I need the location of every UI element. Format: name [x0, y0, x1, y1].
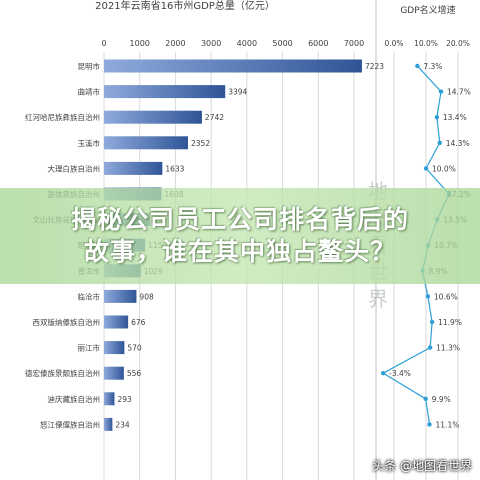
growth-value-label: 10.0%	[432, 164, 456, 173]
growth-value-label: 10.6%	[434, 292, 458, 301]
bar-value-label: 2352	[191, 139, 210, 148]
growth-point	[434, 115, 440, 120]
bar-chart-title: 2021年云南省16市州GDP总量（亿元）	[95, 0, 275, 12]
bar-value-label: 1633	[165, 164, 184, 173]
bar	[104, 136, 188, 150]
line-x-ticks: 0.0% 10.0% 20.0%	[384, 39, 469, 48]
headline-banner: 揭秘公司员工公司排名背后的 故事，谁在其中独占鳌头？	[0, 188, 480, 284]
category-label: 迪庆藏族自治州	[48, 394, 101, 404]
growth-point	[380, 371, 386, 376]
growth-value-label: 7.3%	[423, 62, 442, 71]
growth-point	[423, 396, 428, 401]
category-label: 红河哈尼族彝族自治州	[25, 112, 100, 122]
growth-point	[438, 89, 444, 94]
bar-value-label: 234	[115, 420, 130, 429]
category-label: 西双版纳傣族自治州	[33, 317, 101, 327]
watermark-corner: 头条 @地图看世界	[372, 459, 472, 473]
bar-x-tick-label: 7000	[344, 39, 364, 48]
category-label: 德宏傣族景颇族自治州	[25, 368, 100, 378]
growth-point	[415, 63, 420, 69]
bar	[104, 110, 202, 124]
watermark-char: 界	[368, 287, 388, 311]
bar	[104, 59, 362, 73]
growth-value-label: 11.1%	[436, 420, 460, 429]
line-x-tick-label: 0.0%	[384, 39, 403, 48]
line-chart-title: GDP名义增速	[400, 4, 455, 16]
growth-point	[427, 422, 432, 427]
growth-value-label: -3.4%	[389, 369, 411, 378]
bar-value-label: 3394	[228, 88, 247, 97]
category-label: 丽江市	[78, 343, 101, 353]
bar-x-tick-label: 0	[101, 39, 106, 48]
bar	[104, 289, 137, 303]
headline-line-1: 揭秘公司员工公司排名背后的	[70, 205, 409, 234]
bar-value-label: 556	[127, 369, 142, 378]
bars: 昆明市 7223 曲靖市 3394 红河哈尼族彝族自治州 2742 玉溪市 2352 大理白族自…	[25, 59, 384, 431]
growth-value-label: 9.9%	[432, 395, 451, 404]
headline-line-2: 故事，谁在其中独占鳌头？	[83, 237, 396, 266]
bar	[104, 417, 113, 431]
bar	[104, 85, 226, 99]
growth-value-label: 11.3%	[436, 344, 460, 353]
bar-x-tick-label: 6000	[308, 39, 328, 48]
bar-x-tick-label: 2000	[165, 39, 185, 48]
bar	[104, 161, 163, 175]
bar-x-tick-label: 5000	[272, 39, 292, 48]
bar-value-label: 7223	[365, 62, 384, 71]
growth-value-label: 14.3%	[446, 139, 470, 148]
category-label: 曲靖市	[78, 87, 101, 97]
category-label: 怒江傈僳族自治州	[40, 419, 100, 429]
line-x-tick-label: 10.0%	[414, 39, 438, 48]
growth-point	[437, 140, 442, 145]
bar-value-label: 2742	[205, 113, 224, 122]
bar-x-tick-label: 4000	[237, 39, 257, 48]
growth-point	[425, 294, 431, 299]
growth-point	[427, 345, 433, 350]
category-label: 临沧市	[78, 291, 101, 301]
bar-value-label: 570	[127, 344, 142, 353]
bar	[104, 341, 125, 355]
bar-x-tick-label: 3000	[201, 39, 221, 48]
category-label: 大理白族自治州	[48, 163, 101, 173]
growth-value-label: 14.7%	[447, 88, 471, 97]
bar-x-tick-label: 1000	[130, 39, 150, 48]
growth-value-label: 11.9%	[438, 318, 462, 327]
bar	[104, 366, 124, 380]
line-x-tick-label: 20.0%	[446, 39, 470, 48]
growth-value-label: 13.4%	[443, 113, 467, 122]
bar-value-label: 676	[131, 318, 146, 327]
category-label: 玉溪市	[78, 138, 101, 148]
bar-x-ticks: 0 1000 2000 3000 4000 5000 6000 7000	[101, 39, 364, 48]
bar	[104, 392, 115, 406]
growth-point	[429, 319, 435, 325]
growth-point	[423, 166, 429, 171]
bar	[104, 315, 129, 329]
bar-value-label: 293	[117, 395, 132, 404]
bar-value-label: 908	[139, 292, 154, 301]
category-label: 昆明市	[78, 61, 101, 71]
